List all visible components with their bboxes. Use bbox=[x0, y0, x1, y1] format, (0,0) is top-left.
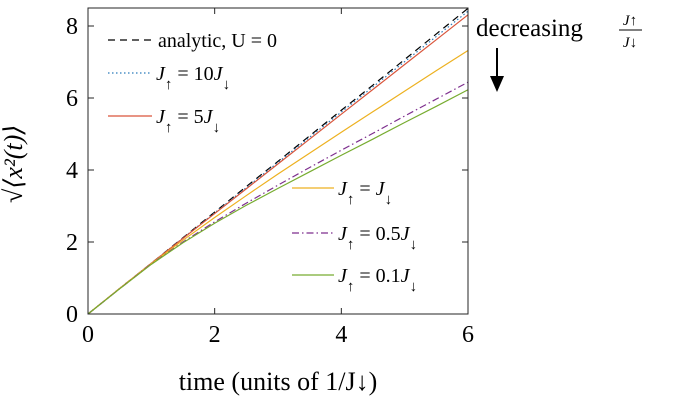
legend-05j-part-b: ↑ bbox=[347, 237, 355, 253]
y-tick-label: 6 bbox=[66, 86, 78, 112]
legend-05j-part-a: J bbox=[338, 223, 348, 245]
annotation-fraction-numerator: J↑ bbox=[623, 13, 637, 29]
legend-1j-part-d: J bbox=[376, 178, 386, 200]
y-tick-label: 0 bbox=[66, 302, 78, 328]
legend-upper: analytic, U = 0 J↑ = 10J↓ J↑ = 5J↓ bbox=[108, 30, 277, 136]
legend-5j-part-a: J bbox=[156, 106, 166, 128]
legend-01j-part-c: = 0.1 bbox=[354, 265, 400, 287]
axis-ticks: 0 2 4 6 0 2 4 6 8 bbox=[66, 8, 474, 348]
y-tick-label: 2 bbox=[66, 230, 78, 256]
y-axis-label-text: √⟨x²(t)⟩ bbox=[0, 125, 28, 203]
annotation-decreasing: decreasing J↑ J↓ bbox=[476, 13, 642, 92]
x-tick-label: 2 bbox=[209, 322, 221, 348]
legend-label-analytic: analytic, U = 0 bbox=[158, 30, 277, 52]
legend-01j-part-d: J bbox=[401, 265, 411, 287]
legend-1j-part-c: = bbox=[354, 178, 375, 200]
legend-5j-part-d: J bbox=[204, 106, 214, 128]
x-tick-label: 6 bbox=[462, 322, 474, 348]
legend-1j-part-b: ↑ bbox=[347, 192, 355, 208]
annotation-text: decreasing bbox=[476, 15, 583, 42]
legend-05j-part-d: J bbox=[401, 223, 411, 245]
series-line-5 bbox=[87, 89, 469, 315]
x-tick-label: 0 bbox=[82, 322, 94, 348]
y-axis-label: √⟨x²(t)⟩ bbox=[0, 125, 28, 203]
legend-5j-part-c: = 5 bbox=[172, 106, 203, 128]
axes-box bbox=[87, 7, 469, 315]
legend-01j-part-e: ↓ bbox=[410, 279, 418, 295]
legend-lower: J↑ = J↓ J↑ = 0.5J↓ J↑ = 0.1J↓ bbox=[292, 178, 417, 295]
series-lines bbox=[87, 7, 469, 315]
legend-5j-part-b: ↑ bbox=[165, 120, 173, 136]
annotation-arrow-head-icon bbox=[490, 76, 504, 92]
legend-10j-part-a: J bbox=[156, 63, 166, 85]
legend-01j-part-b: ↑ bbox=[347, 279, 355, 295]
legend-5j-part-e: ↓ bbox=[213, 120, 221, 136]
legend-10j-part-e: ↓ bbox=[223, 77, 231, 93]
legend-05j-part-c: = 0.5 bbox=[354, 223, 400, 245]
legend-label-1j: J↑ = J↓ bbox=[338, 178, 392, 208]
legend-label-01j: J↑ = 0.1J↓ bbox=[338, 265, 417, 295]
legend-10j-part-d: J bbox=[214, 63, 224, 85]
legend-1j-part-a: J bbox=[338, 178, 348, 200]
annotation-fraction-denominator: J↓ bbox=[623, 35, 637, 51]
legend-1j-part-e: ↓ bbox=[385, 192, 393, 208]
series-line-0 bbox=[87, 7, 469, 315]
legend-10j-part-c: = 10 bbox=[172, 63, 213, 85]
x-axis-label: time (units of 1/J↓) bbox=[179, 367, 378, 396]
legend-label-05j: J↑ = 0.5J↓ bbox=[338, 223, 417, 253]
x-tick-label: 4 bbox=[335, 322, 347, 348]
y-tick-label: 8 bbox=[66, 14, 78, 40]
y-tick-label: 4 bbox=[66, 158, 78, 184]
legend-label-10j: J↑ = 10J↓ bbox=[156, 63, 230, 93]
legend-05j-part-e: ↓ bbox=[410, 237, 418, 253]
legend-10j-part-b: ↑ bbox=[165, 77, 173, 93]
legend-label-5j: J↑ = 5J↓ bbox=[156, 106, 220, 136]
legend-01j-part-a: J bbox=[338, 265, 348, 287]
